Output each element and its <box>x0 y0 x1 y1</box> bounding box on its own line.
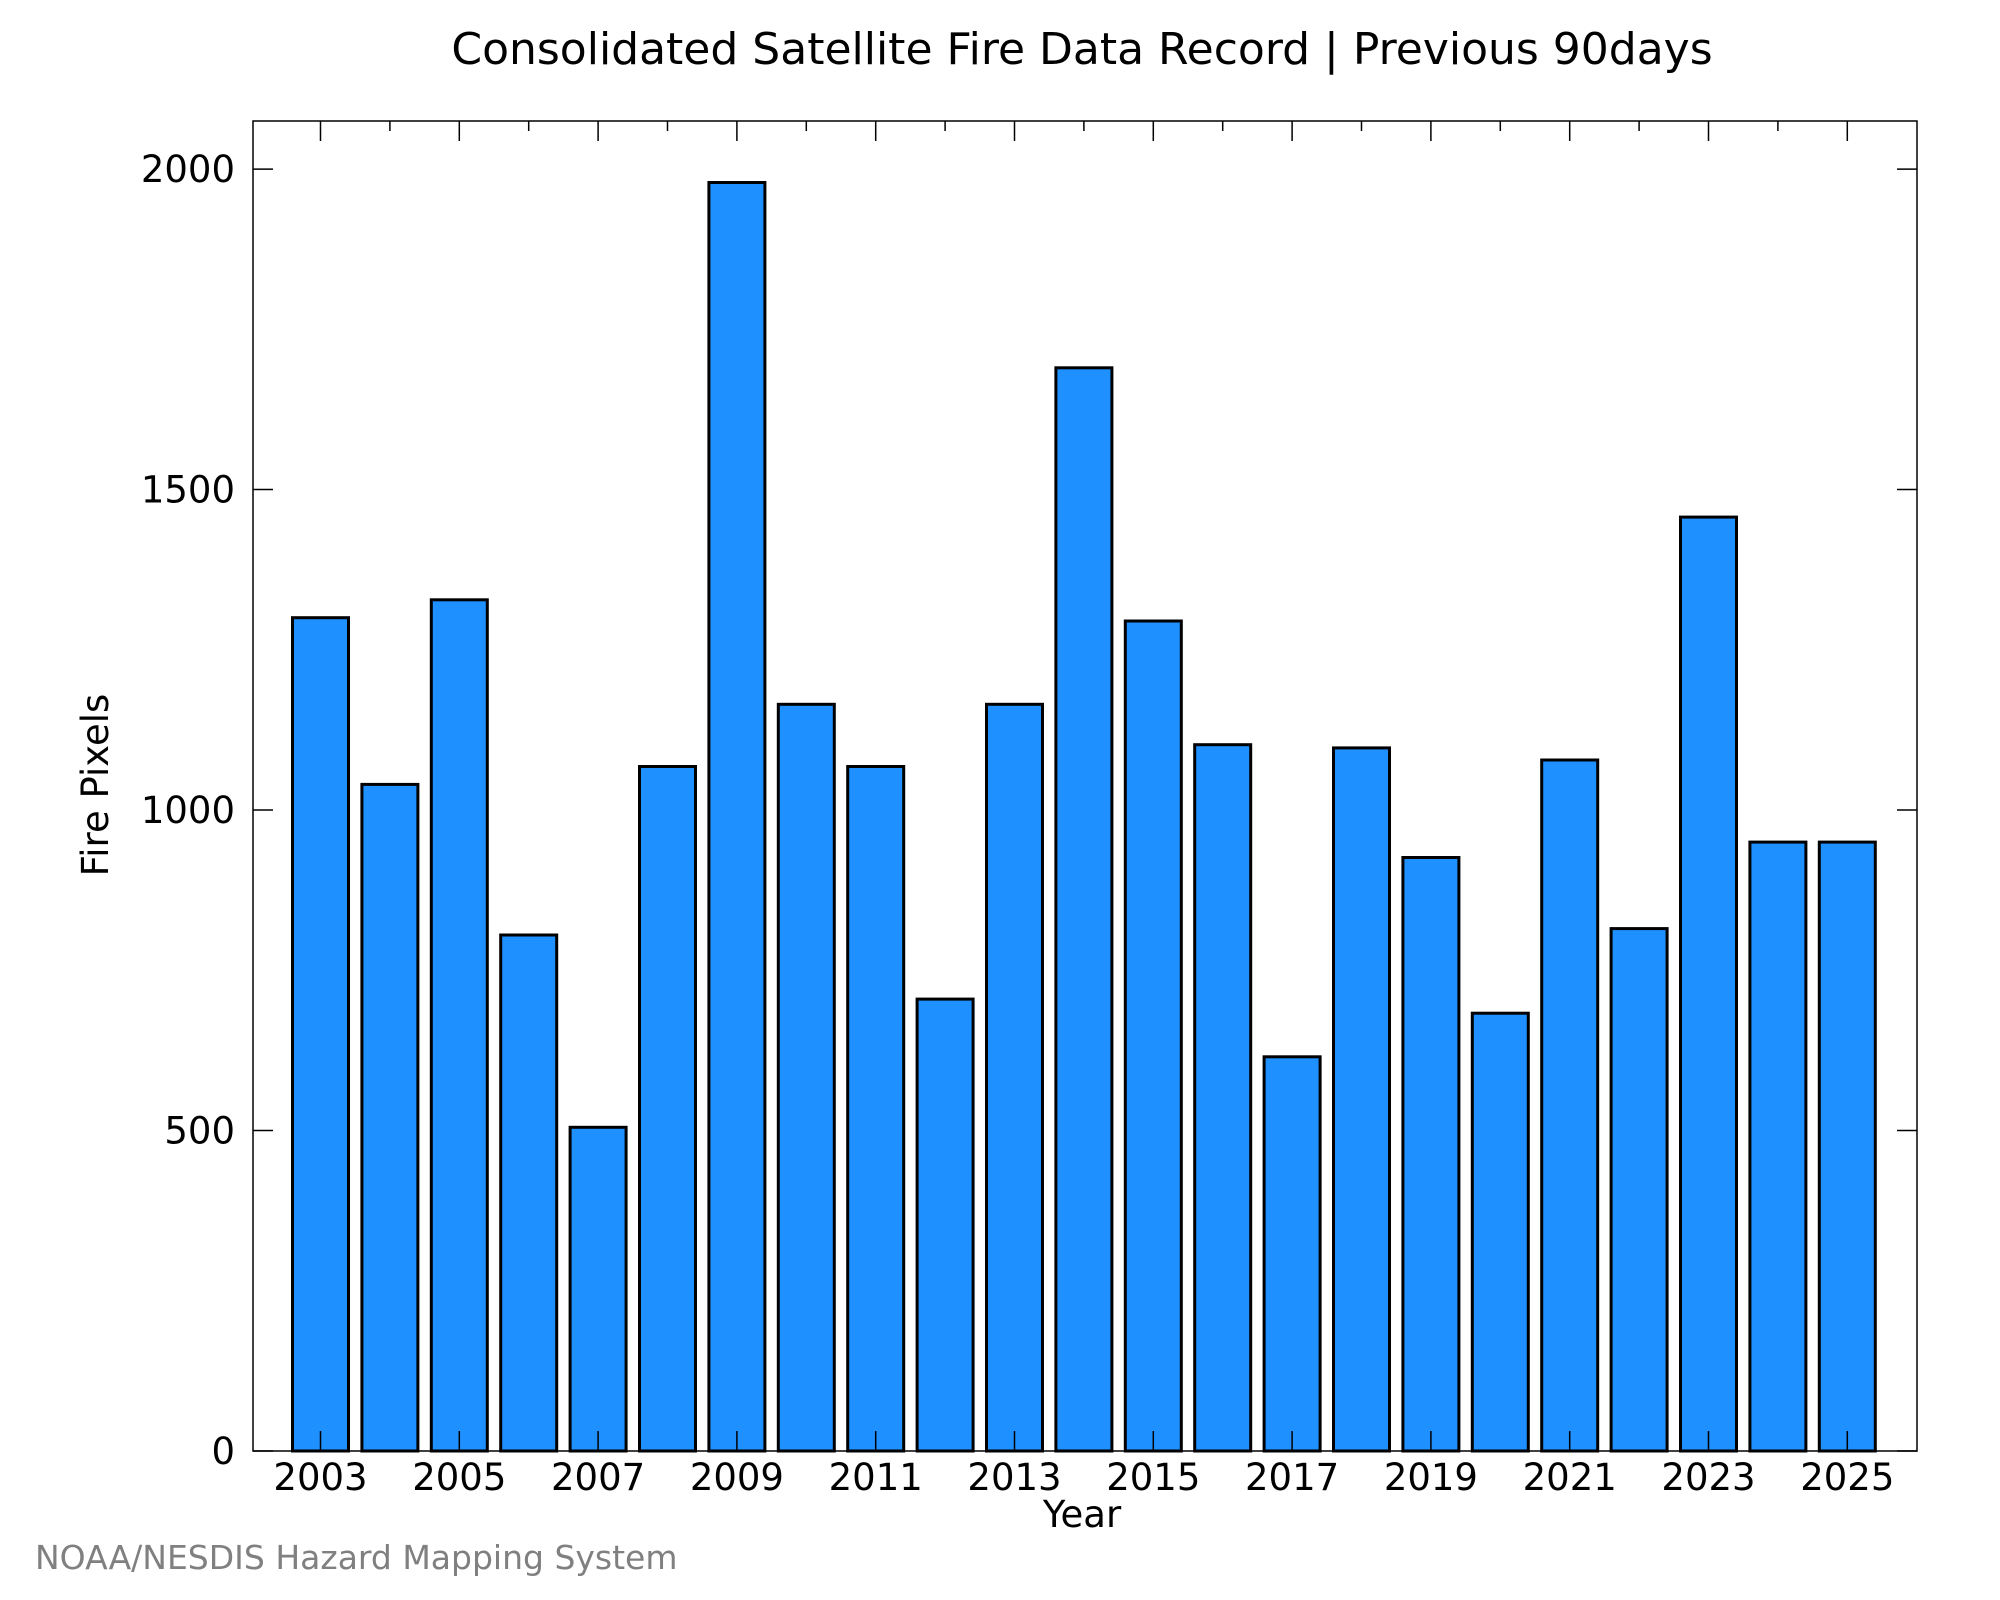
y-tick-label-0: 0 <box>211 1430 235 1473</box>
bar-2018 <box>1332 746 1391 1453</box>
x-tick-label-2023: 2023 <box>1661 1456 1755 1499</box>
bar-2019 <box>1401 856 1461 1453</box>
bar-2022 <box>1609 927 1669 1453</box>
bar-2005 <box>429 598 489 1453</box>
y-tick-label-1500: 1500 <box>141 469 235 512</box>
bar-2023 <box>1679 515 1738 1453</box>
bar-2007 <box>568 1125 628 1453</box>
bar-2010 <box>776 702 836 1453</box>
bar-2024 <box>1748 840 1808 1453</box>
bar-2012 <box>915 997 975 1453</box>
bar-2008 <box>638 765 697 1453</box>
bar-2011 <box>846 765 906 1453</box>
bar-2014 <box>1054 366 1114 1453</box>
y-tick-label-1000: 1000 <box>141 789 235 832</box>
bar-2004 <box>360 782 420 1453</box>
x-tick-label-2017: 2017 <box>1245 1456 1339 1499</box>
x-tick-label-2013: 2013 <box>967 1456 1061 1499</box>
bar-2021 <box>1540 758 1600 1453</box>
bar-2015 <box>1123 619 1183 1453</box>
bar-2025 <box>1817 840 1877 1453</box>
bar-2017 <box>1262 1055 1322 1453</box>
x-tick-label-2019: 2019 <box>1384 1456 1478 1499</box>
x-tick-label-2005: 2005 <box>412 1456 506 1499</box>
x-tick-label-2007: 2007 <box>551 1456 645 1499</box>
x-tick-label-2015: 2015 <box>1106 1456 1200 1499</box>
bar-2013 <box>985 702 1044 1453</box>
x-tick-label-2025: 2025 <box>1800 1456 1894 1499</box>
bars-layer <box>291 181 1877 1453</box>
x-tick-label-2009: 2009 <box>690 1456 784 1499</box>
y-axis-label: Fire Pixels <box>74 694 117 877</box>
y-tick-label-500: 500 <box>164 1110 235 1153</box>
axes-layer: 0 500 1000 1500 2000 2003 2005 2007 2009 2011 2013… <box>141 120 1918 1499</box>
bar-2003 <box>291 616 350 1453</box>
chart-title: Consolidated Satellite Fire Data Record … <box>451 24 1712 75</box>
y-tick-label-2000: 2000 <box>141 148 235 191</box>
x-tick-label-2011: 2011 <box>829 1456 923 1499</box>
x-axis-label: Year <box>1042 1493 1122 1536</box>
bar-2020 <box>1470 1011 1530 1453</box>
credit-text: NOAA/NESDIS Hazard Mapping System <box>35 1538 678 1577</box>
bar-2006 <box>499 933 559 1453</box>
x-tick-label-2021: 2021 <box>1523 1456 1617 1499</box>
bar-2009 <box>707 181 767 1453</box>
x-tick-label-2003: 2003 <box>273 1456 367 1499</box>
bar-2016 <box>1193 743 1253 1453</box>
plot-frame <box>252 120 1918 1452</box>
